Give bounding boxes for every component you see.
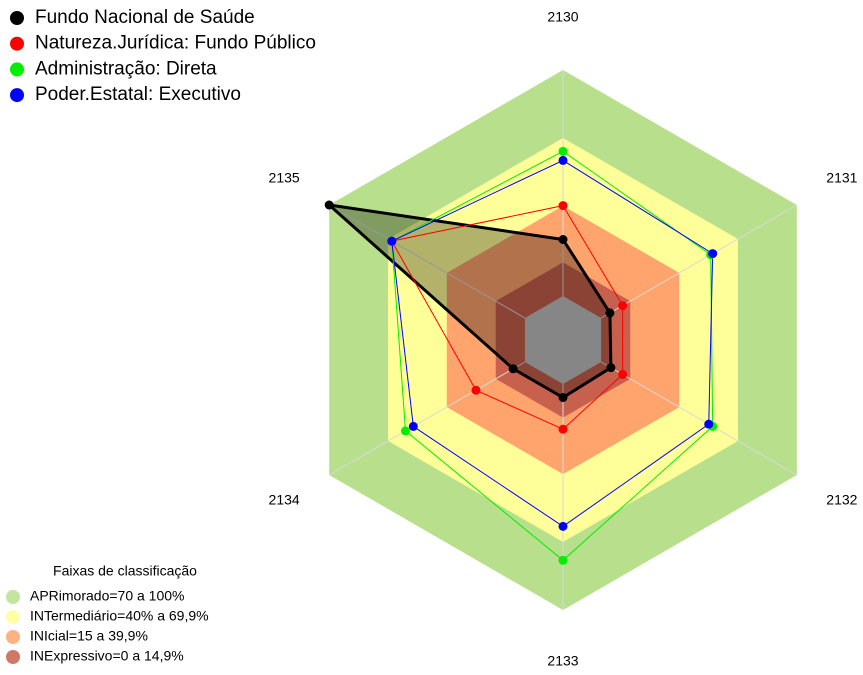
point <box>558 146 568 156</box>
point <box>618 301 628 311</box>
legend-label: Administração: Direta <box>35 58 217 79</box>
point <box>401 426 411 436</box>
point <box>708 249 718 259</box>
bands-title: Faixas de classificação <box>53 563 197 579</box>
point <box>618 369 628 379</box>
point <box>605 308 615 318</box>
point <box>558 555 568 565</box>
band-legend-marker <box>6 630 20 644</box>
spoke <box>600 204 798 319</box>
point <box>324 200 334 210</box>
point <box>558 393 568 403</box>
band-legend-label: INIcial=15 a 39,9% <box>30 628 148 644</box>
legend-marker <box>10 36 24 51</box>
point <box>471 385 481 395</box>
spoke <box>328 204 526 319</box>
band-legend-label: APRimorado=70 a 100% <box>30 588 185 604</box>
axis-label: 2133 <box>547 653 578 669</box>
point <box>558 155 568 165</box>
legend-label: Fundo Nacional de Saúde <box>35 7 255 28</box>
spoke <box>600 361 798 476</box>
axis-label: 2135 <box>269 170 300 186</box>
band-legend-marker <box>6 610 20 624</box>
point <box>558 201 568 211</box>
legend-label: Poder.Estatal: Executivo <box>35 84 241 105</box>
legend-marker <box>10 62 24 77</box>
point <box>508 364 518 374</box>
point <box>704 419 714 429</box>
band-legend-marker <box>6 650 20 664</box>
point <box>387 236 397 246</box>
point <box>408 421 418 431</box>
axis-label: 2131 <box>826 170 857 186</box>
band-legend-marker <box>6 590 20 604</box>
band-legend-label: INExpressivo=0 a 14,9% <box>30 648 184 664</box>
axis-label: 2134 <box>269 492 300 508</box>
point <box>558 235 568 244</box>
center <box>524 296 602 384</box>
axis-label: 2132 <box>826 492 857 508</box>
point <box>558 521 568 531</box>
axis-label: 2130 <box>547 9 578 25</box>
point <box>558 424 568 434</box>
band-legend-label: INTermediário=40% a 69,9% <box>30 608 209 624</box>
spoke <box>328 361 526 476</box>
legend-marker <box>10 11 24 25</box>
legend-marker <box>10 88 24 103</box>
legend-label: Natureza.Jurídica: Fundo Público <box>35 33 316 54</box>
point <box>606 363 616 373</box>
